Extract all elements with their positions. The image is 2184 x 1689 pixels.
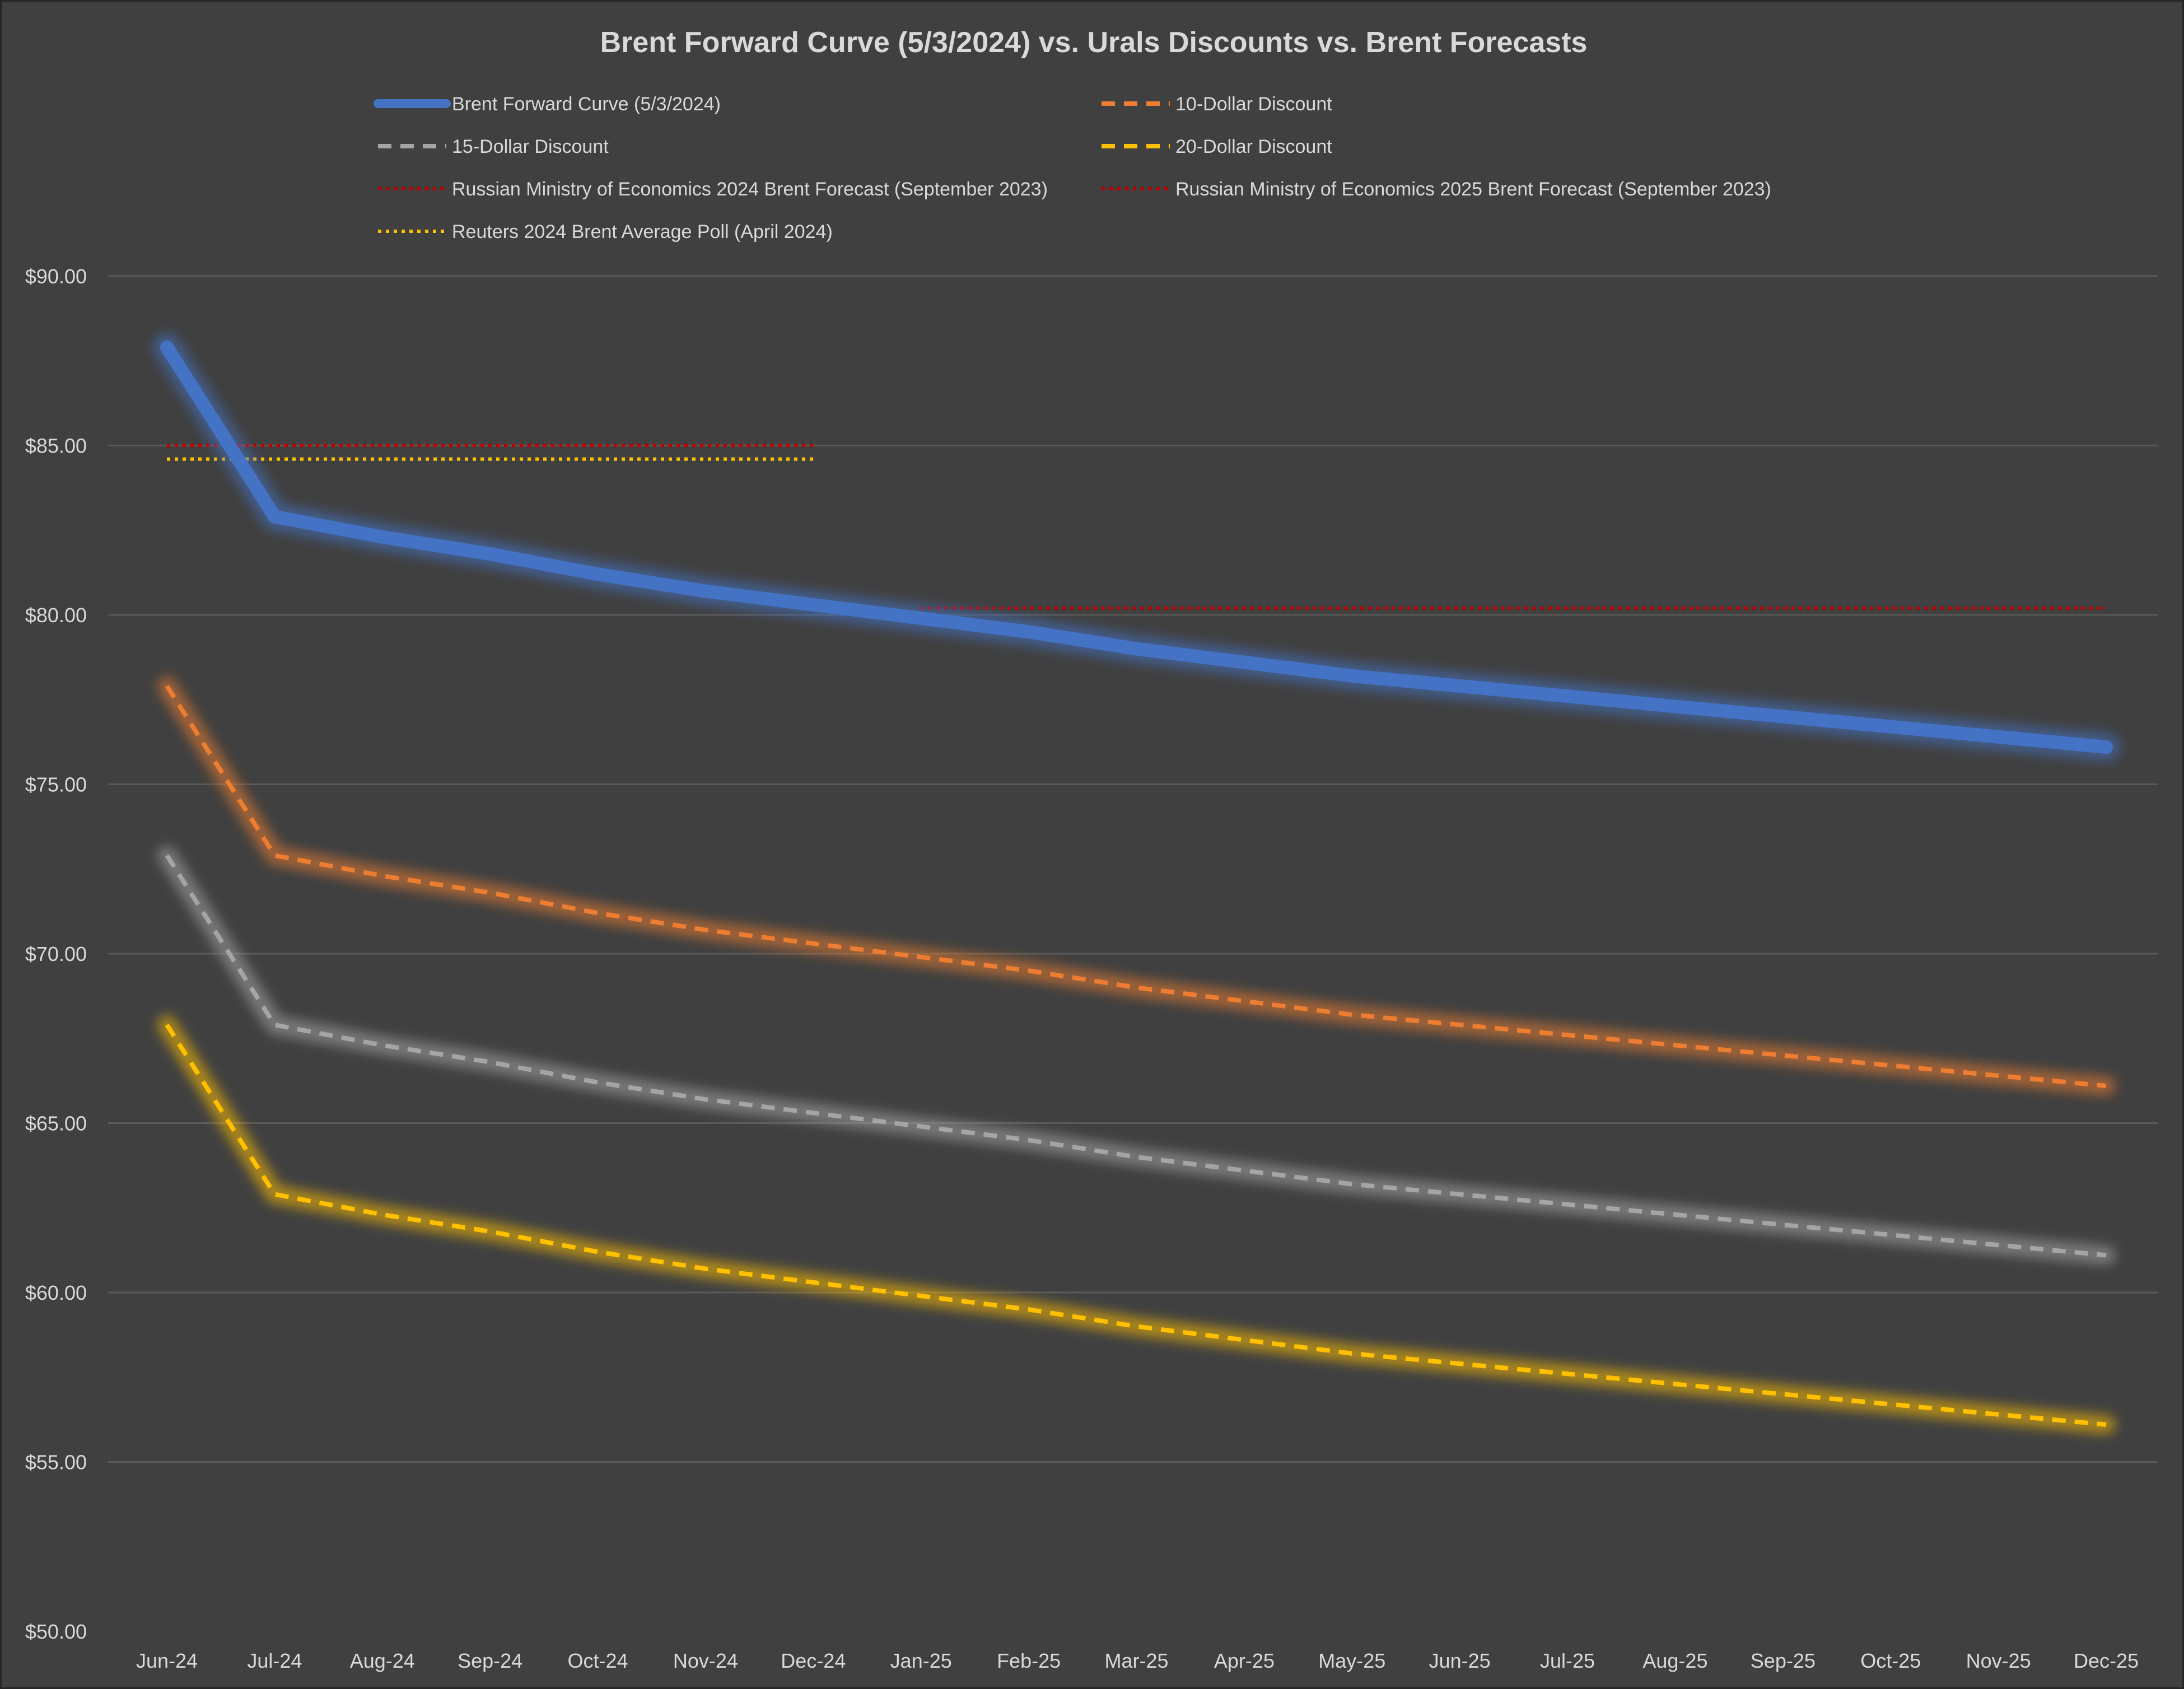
series-glow (157, 676, 2116, 1095)
series-2 (157, 846, 2116, 1265)
y-tick-label: $75.00 (25, 773, 87, 796)
y-axis-ticks: $50.00 $55.00 $60.00 $65.00 $70.00 $75.00 $80.… (25, 265, 87, 1643)
x-tick-label: Sep-25 (1751, 1649, 1816, 1672)
series-glow (157, 846, 2116, 1265)
legend-label: Russian Ministry of Economics 2024 Brent… (452, 179, 1048, 200)
x-tick-label: Jul-24 (247, 1649, 302, 1672)
x-tick-label: Sep-24 (458, 1649, 522, 1672)
x-tick-label: Apr-25 (1214, 1649, 1275, 1672)
series-3 (157, 1015, 2116, 1434)
y-tick-label: $80.00 (25, 604, 87, 627)
x-tick-label: Aug-24 (350, 1649, 415, 1672)
x-tick-label: Aug-25 (1642, 1649, 1707, 1672)
x-tick-label: Feb-25 (997, 1649, 1061, 1672)
x-tick-label: Mar-25 (1104, 1649, 1168, 1672)
y-tick-label: $65.00 (25, 1112, 87, 1135)
x-tick-label: Jan-25 (890, 1649, 952, 1672)
chart-title: Brent Forward Curve (5/3/2024) vs. Urals… (600, 26, 1588, 59)
y-tick-label: $90.00 (25, 265, 87, 288)
x-tick-label: Jul-25 (1540, 1649, 1595, 1672)
x-tick-label: Jun-25 (1429, 1649, 1491, 1672)
x-tick-label: Dec-24 (781, 1649, 846, 1672)
series-glow (157, 1015, 2116, 1434)
legend-label: 20-Dollar Discount (1175, 136, 1332, 157)
series-1 (157, 676, 2116, 1095)
series-lines (153, 333, 2120, 1434)
legend-label: 15-Dollar Discount (452, 136, 609, 157)
x-tick-label: Oct-25 (1860, 1649, 1921, 1672)
legend-entry: 20-Dollar Discount (1102, 136, 1332, 157)
y-tick-label: $70.00 (25, 943, 87, 965)
y-tick-label: $85.00 (25, 435, 87, 458)
y-tick-label: $50.00 (25, 1620, 87, 1643)
legend-entry: 15-Dollar Discount (378, 136, 609, 157)
legend-entry: Russian Ministry of Economics 2025 Brent… (1102, 179, 1771, 200)
legend-entry: Reuters 2024 Brent Average Poll (April 2… (378, 221, 833, 242)
legend-entry: Russian Ministry of Economics 2024 Brent… (378, 179, 1048, 200)
legend-entry: 10-Dollar Discount (1102, 94, 1332, 115)
x-axis-ticks: Jun-24 Jul-24 Aug-24 Sep-24 Oct-24 Nov-24 Dec-… (136, 1649, 2139, 1672)
x-tick-label: Dec-25 (2074, 1649, 2139, 1672)
legend: Brent Forward Curve (5/3/2024) 10-Dollar … (374, 94, 1771, 242)
series-line (160, 340, 2113, 754)
legend-label: Reuters 2024 Brent Average Poll (April 2… (452, 221, 833, 242)
legend-label: Brent Forward Curve (5/3/2024) (452, 94, 721, 115)
legend-label: 10-Dollar Discount (1175, 94, 1332, 115)
x-tick-label: Jun-24 (136, 1649, 198, 1672)
series-0 (153, 333, 2120, 761)
x-tick-label: Nov-25 (1966, 1649, 2031, 1672)
legend-label: Russian Ministry of Economics 2025 Brent… (1175, 179, 1771, 200)
series-line (165, 684, 2107, 1088)
y-tick-label: $55.00 (25, 1451, 87, 1474)
y-tick-label: $60.00 (25, 1281, 87, 1304)
x-tick-label: Nov-24 (673, 1649, 738, 1672)
legend-entry: Brent Forward Curve (5/3/2024) (374, 94, 721, 115)
x-tick-label: Oct-24 (568, 1649, 628, 1672)
x-tick-label: May-25 (1318, 1649, 1385, 1672)
